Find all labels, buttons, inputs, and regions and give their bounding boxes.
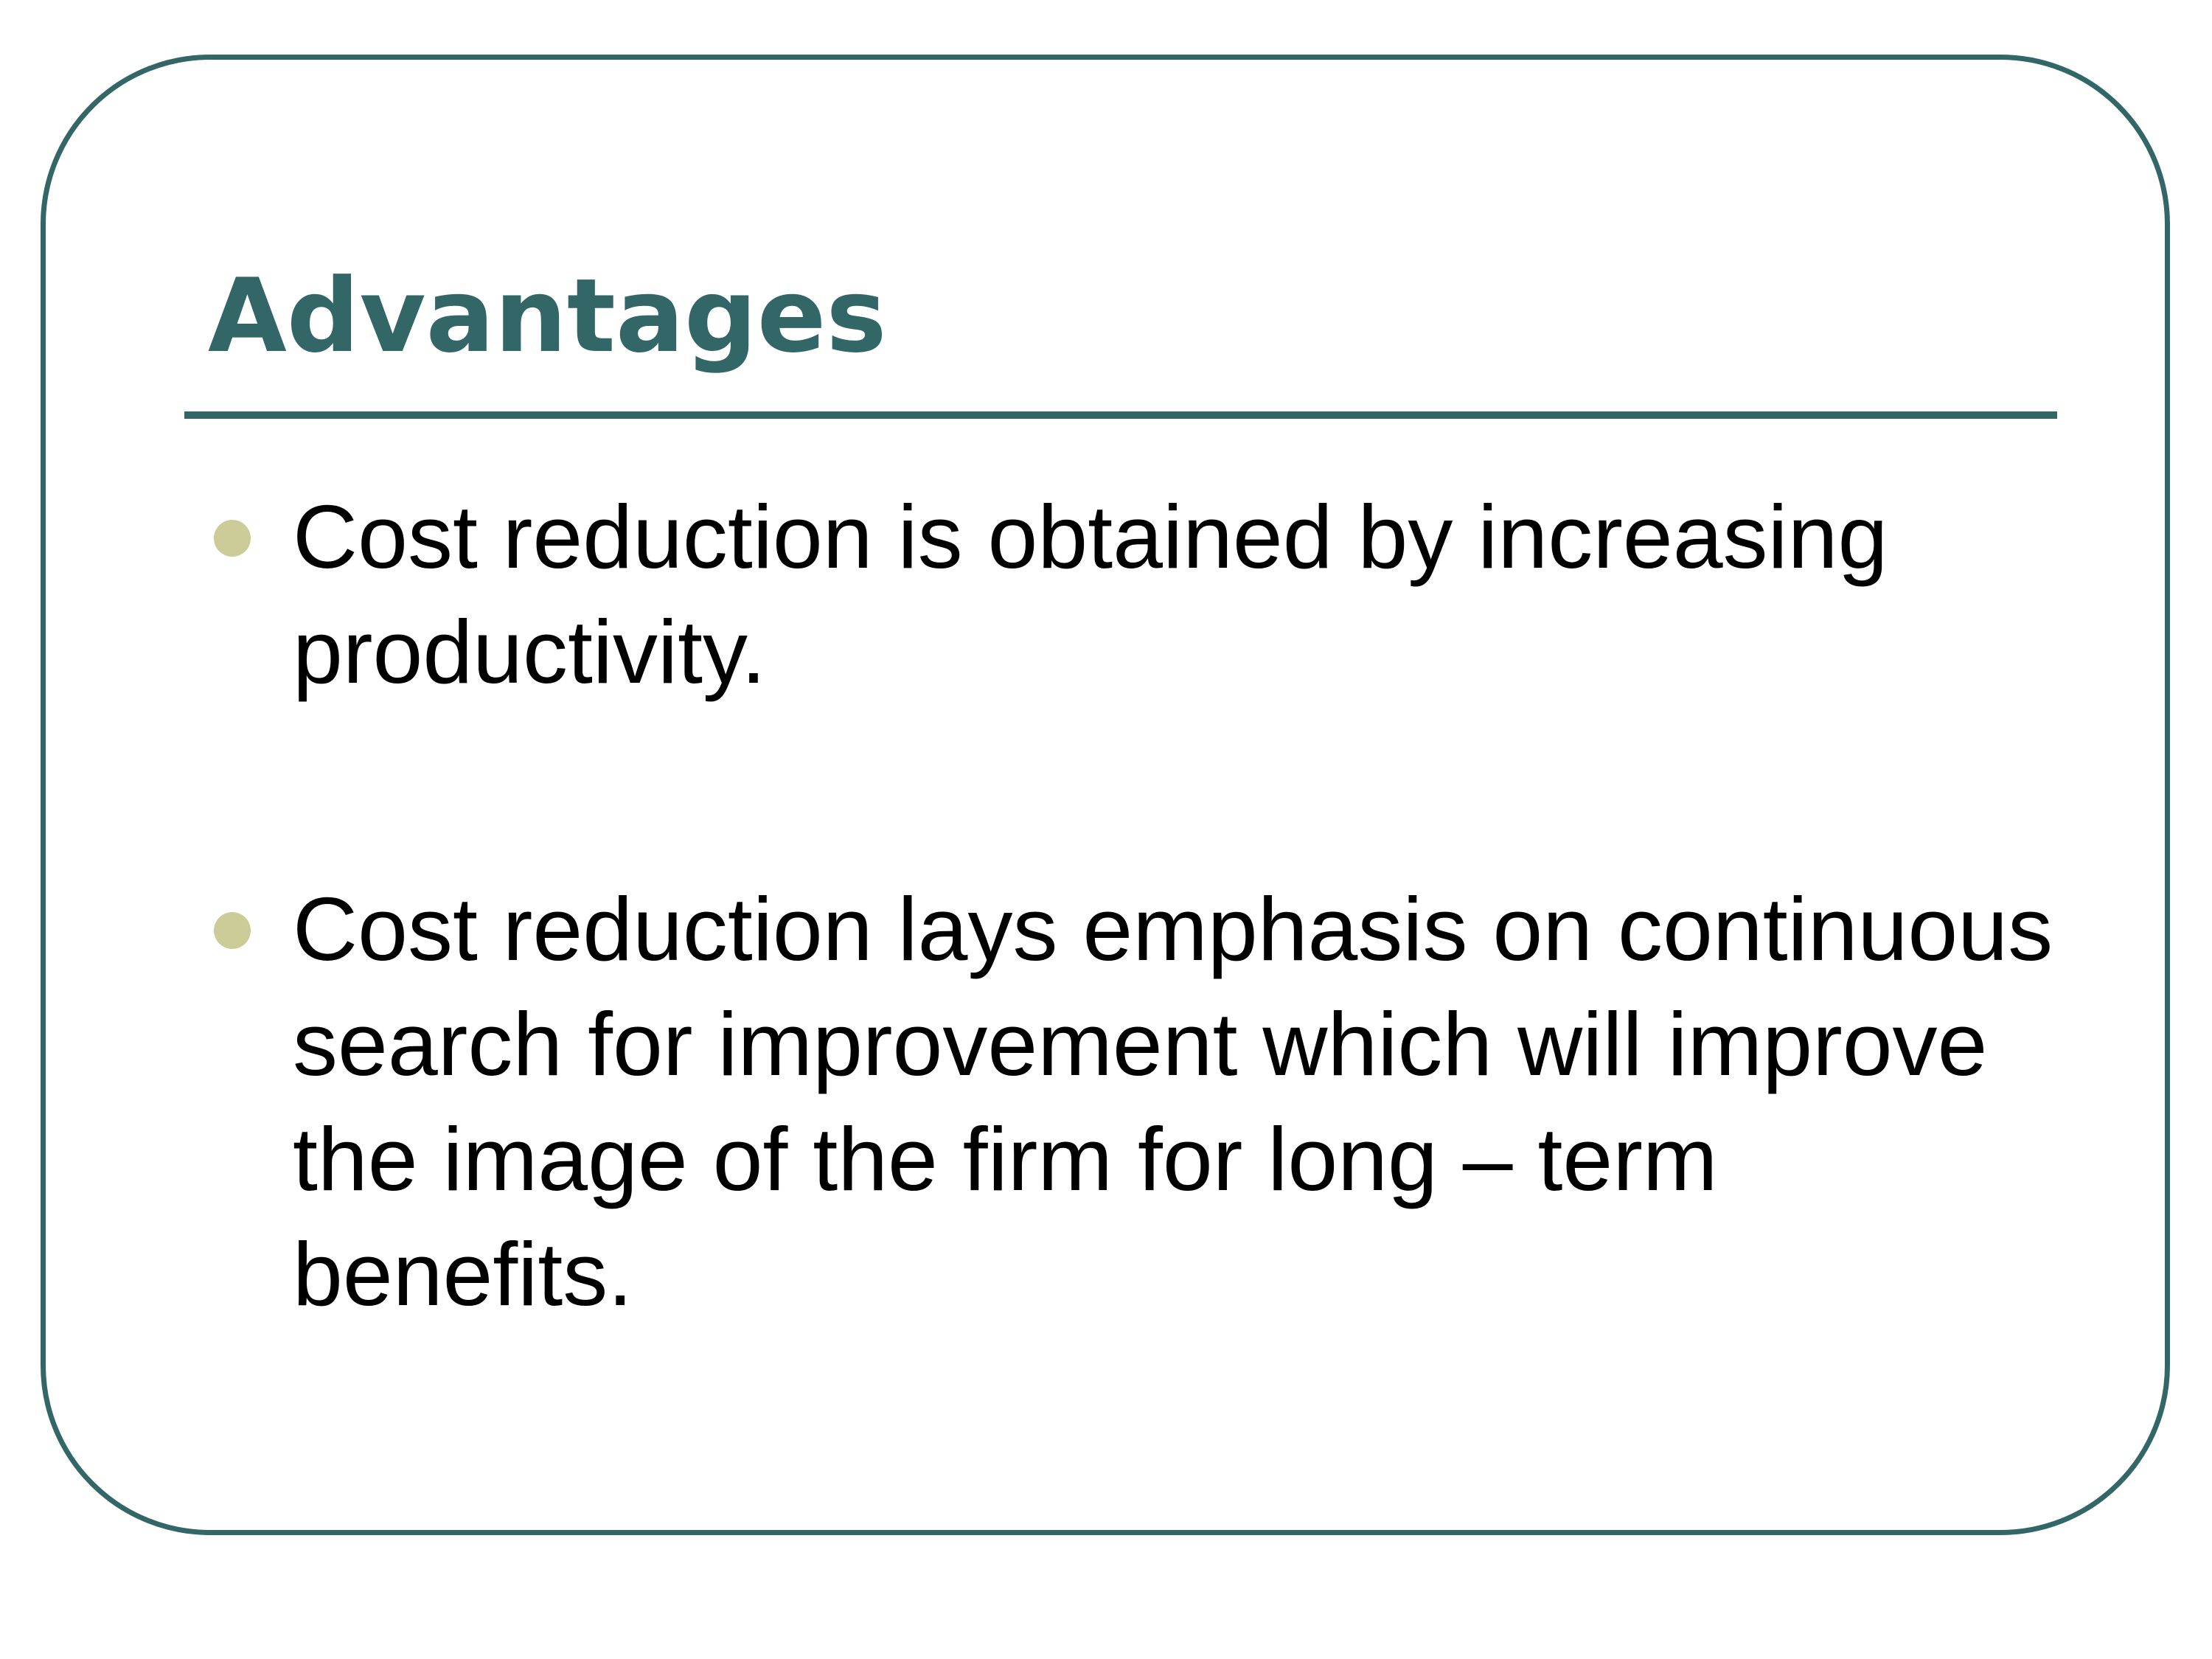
bullet-list: Cost reduction is obtained by increasing… <box>214 479 2057 1494</box>
slide-frame <box>41 55 2170 1535</box>
bullet-text: Cost reduction lays emphasis on continuo… <box>293 879 2053 1324</box>
bullet-dot-icon <box>214 520 251 557</box>
bullet-text: Cost reduction is obtained by increasing… <box>293 487 1888 702</box>
title-underline <box>184 411 2057 419</box>
slide-title: Advantages <box>208 257 887 375</box>
bullet-item: Cost reduction is obtained by increasing… <box>214 479 2057 709</box>
bullet-item: Cost reduction lays emphasis on continuo… <box>214 872 2057 1332</box>
bullet-dot-icon <box>214 912 251 949</box>
